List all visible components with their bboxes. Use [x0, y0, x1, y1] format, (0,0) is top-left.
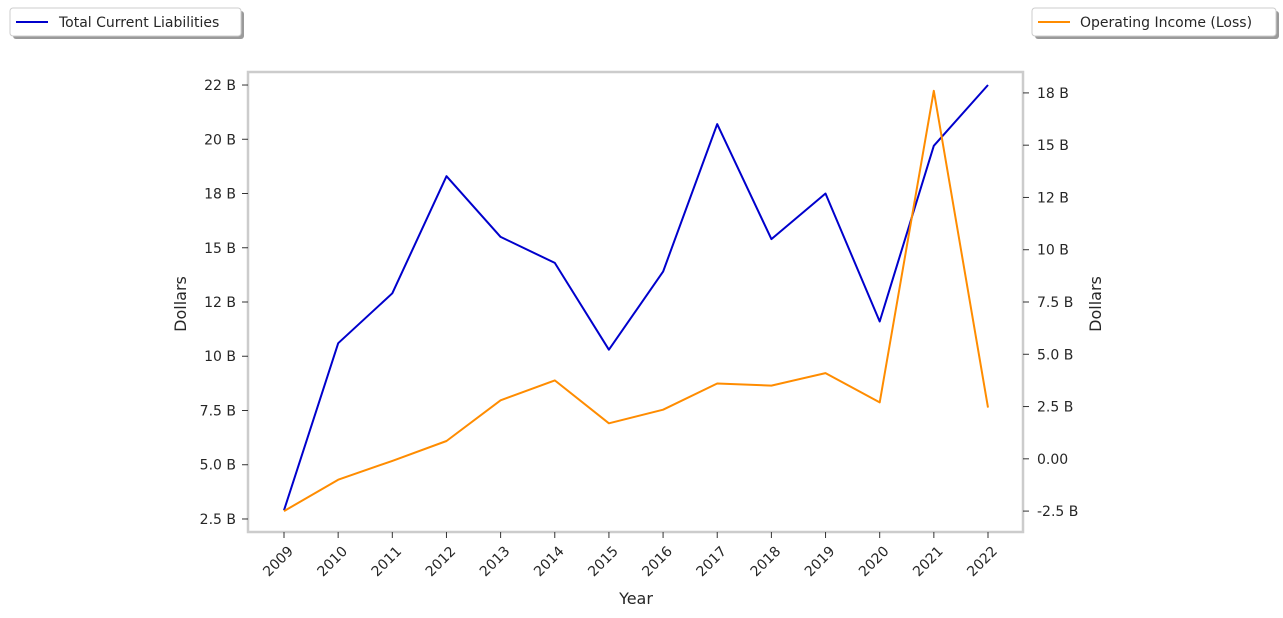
left-tick-label: 12 B [204, 295, 236, 311]
legend-label-operating-income: Operating Income (Loss) [1080, 15, 1252, 31]
x-tick-label: 2010 [314, 544, 351, 581]
x-tick-label: 2015 [585, 544, 622, 581]
right-y-axis: -2.5 B 0.00 2.5 B 5.0 B 7.5 B 10 B 12 B 15 B 18 … [1023, 86, 1078, 520]
left-y-axis: 2.5 B 5.0 B 7.5 B 10 B 12 B 15 B 18 B 20 B 22 B [200, 78, 248, 528]
x-axis: 2009 2010 2011 2012 2013 2014 2015 2016 2017 2018… [260, 532, 1001, 580]
x-tick-label: 2020 [856, 544, 893, 581]
right-tick-label: 2.5 B [1037, 400, 1073, 416]
x-tick-label: 2011 [369, 544, 406, 581]
x-tick-label: 2009 [260, 544, 297, 581]
right-tick-label: 15 B [1037, 138, 1069, 154]
left-tick-label: 7.5 B [200, 403, 236, 419]
x-tick-label: 2013 [477, 544, 514, 581]
right-tick-label: 18 B [1037, 86, 1069, 102]
right-tick-label: 7.5 B [1037, 295, 1073, 311]
x-tick-label: 2017 [694, 544, 731, 581]
left-tick-label: 20 B [204, 132, 236, 148]
left-tick-label: 5.0 B [200, 458, 236, 474]
right-y-axis-label: Dollars [1086, 276, 1105, 332]
series-lines [283, 84, 989, 512]
left-tick-label: 18 B [204, 187, 236, 203]
series-line-operating-income [283, 89, 989, 512]
x-tick-label: 2016 [639, 543, 676, 580]
left-tick-label: 10 B [204, 349, 236, 365]
right-tick-label: 0.00 [1037, 452, 1068, 468]
x-tick-label: 2019 [802, 544, 839, 581]
x-tick-label: 2012 [423, 544, 460, 581]
legend-left: Total Current Liabilities [9, 7, 244, 39]
x-tick-label: 2014 [531, 543, 568, 580]
legend-right: Operating Income (Loss) [1031, 7, 1279, 39]
x-tick-label: 2021 [910, 544, 947, 581]
x-axis-label: Year [618, 589, 653, 608]
series-line-total-current-liabilities [283, 84, 989, 511]
plot-area [246, 70, 1025, 534]
right-tick-label: 10 B [1037, 243, 1069, 259]
x-tick-label: 2022 [964, 544, 1001, 581]
right-tick-label: 5.0 B [1037, 347, 1073, 363]
left-tick-label: 15 B [204, 241, 236, 257]
left-y-axis-label: Dollars [171, 276, 190, 332]
left-tick-label: 2.5 B [200, 512, 236, 528]
left-tick-label: 22 B [204, 78, 236, 94]
right-tick-label: 12 B [1037, 190, 1069, 206]
x-tick-label: 2018 [748, 544, 785, 581]
right-tick-label: -2.5 B [1037, 504, 1078, 520]
legend-label-total-current-liabilities: Total Current Liabilities [58, 15, 219, 31]
